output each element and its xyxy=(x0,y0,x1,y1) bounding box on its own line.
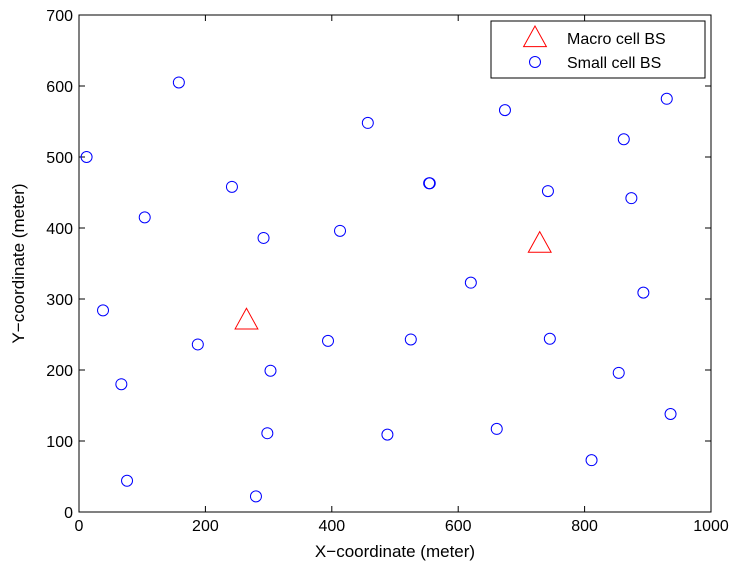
small-cell-marker xyxy=(625,192,638,205)
small-cell-marker xyxy=(498,104,511,117)
x-tick-label: 1000 xyxy=(693,518,729,535)
small-cell-marker xyxy=(664,408,677,421)
y-tick-label: 400 xyxy=(46,221,73,238)
small-cell-marker xyxy=(541,185,554,198)
x-tick-label: 800 xyxy=(571,518,598,535)
y-tick-label: 0 xyxy=(64,505,73,522)
legend-label: Small cell BS xyxy=(567,55,661,72)
y-axis-label: Y−coordinate (meter) xyxy=(9,183,28,343)
small-cell-marker xyxy=(322,334,335,347)
x-tick-label: 200 xyxy=(192,518,219,535)
data-markers xyxy=(80,76,677,503)
small-cell-marker xyxy=(612,366,625,379)
plot-area xyxy=(78,14,712,513)
y-tick-label: 500 xyxy=(46,150,73,167)
small-cell-marker xyxy=(660,92,673,105)
small-cell-marker xyxy=(637,286,650,299)
plot-frame xyxy=(78,14,712,513)
small-cell-marker xyxy=(381,428,394,441)
legend-triangle-icon xyxy=(522,24,548,48)
legend: Macro cell BS Small cell BS xyxy=(490,20,706,79)
small-cell-marker xyxy=(249,490,262,503)
small-cell-marker xyxy=(261,427,274,440)
y-tick-label: 600 xyxy=(46,79,73,96)
small-cell-marker xyxy=(172,76,185,89)
small-cell-marker xyxy=(617,133,630,146)
y-tick-label: 200 xyxy=(46,363,73,380)
legend-label: Macro cell BS xyxy=(567,31,666,48)
macro-cell-marker xyxy=(527,230,552,253)
x-tick-label: 600 xyxy=(445,518,472,535)
tick-labels: 0 200 400 600 800 1000 0 100 200 300 400 500 600 700 xyxy=(46,8,729,535)
small-cell-marker xyxy=(264,364,277,377)
small-cell-marker xyxy=(80,151,93,163)
small-cell-marker xyxy=(191,338,204,351)
macro-cell-marker xyxy=(234,307,259,330)
x-tick-label: 0 xyxy=(75,518,84,535)
small-cell-marker xyxy=(423,177,436,190)
small-cell-marker xyxy=(138,211,151,224)
small-cell-marker xyxy=(115,378,128,391)
small-cell-marker xyxy=(361,116,374,129)
small-cell-marker xyxy=(404,333,417,346)
y-tick-label: 300 xyxy=(46,292,73,309)
y-tick-label: 700 xyxy=(46,8,73,25)
small-cell-marker xyxy=(464,276,477,289)
small-cell-marker xyxy=(225,180,238,193)
legend-circle-icon xyxy=(529,56,541,68)
x-tick-label: 400 xyxy=(318,518,345,535)
x-axis-label: X−coordinate (meter) xyxy=(315,542,475,561)
axis-ticks xyxy=(78,14,712,513)
small-cell-marker xyxy=(490,422,503,435)
small-cell-marker xyxy=(257,231,270,244)
y-tick-label: 100 xyxy=(46,434,73,451)
legend-items: Macro cell BS Small cell BS xyxy=(522,24,666,72)
small-cell-marker xyxy=(97,304,110,317)
small-cell-marker xyxy=(121,474,134,487)
small-cell-marker xyxy=(585,454,598,467)
legend-box xyxy=(490,20,706,79)
small-cell-marker xyxy=(334,224,347,237)
small-cell-marker xyxy=(543,332,556,345)
